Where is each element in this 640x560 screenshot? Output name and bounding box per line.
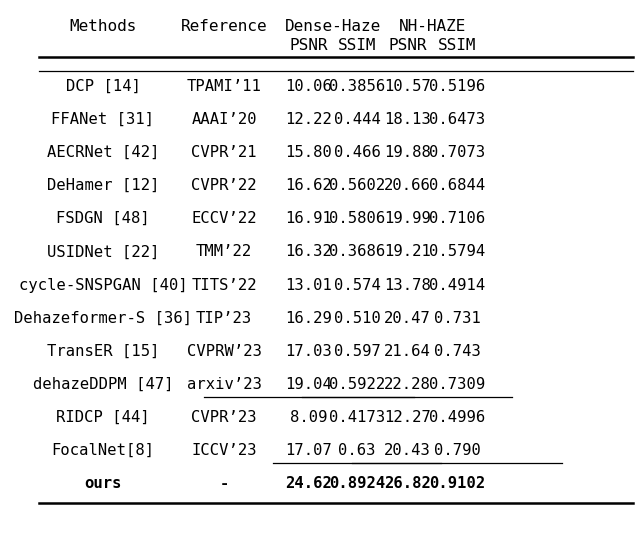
Text: TMM’22: TMM’22 [196, 244, 252, 259]
Text: 0.5602: 0.5602 [329, 178, 385, 193]
Text: AAAI’20: AAAI’20 [191, 112, 257, 127]
Text: FFANet [31]: FFANet [31] [51, 112, 155, 127]
Text: 16.62: 16.62 [285, 178, 332, 193]
Text: CVPR’22: CVPR’22 [191, 178, 257, 193]
Text: 0.466: 0.466 [333, 145, 381, 160]
Text: 19.88: 19.88 [384, 145, 431, 160]
Text: FocalNet[8]: FocalNet[8] [51, 444, 155, 458]
Text: 17.03: 17.03 [285, 344, 332, 359]
Text: 0.5794: 0.5794 [429, 244, 485, 259]
Text: FSDGN [48]: FSDGN [48] [56, 211, 150, 226]
Text: 16.29: 16.29 [285, 311, 332, 326]
Text: PSNR: PSNR [289, 39, 328, 53]
Text: TPAMI’11: TPAMI’11 [186, 78, 262, 94]
Text: 20.66: 20.66 [384, 178, 431, 193]
Text: 26.82: 26.82 [384, 477, 431, 492]
Text: 15.80: 15.80 [285, 145, 332, 160]
Text: 0.731: 0.731 [434, 311, 481, 326]
Text: 0.444: 0.444 [333, 112, 381, 127]
Text: 0.597: 0.597 [333, 344, 381, 359]
Text: 0.6844: 0.6844 [429, 178, 485, 193]
Text: TITS’22: TITS’22 [191, 278, 257, 292]
Text: CVPR’23: CVPR’23 [191, 410, 257, 425]
Text: 0.4996: 0.4996 [429, 410, 485, 425]
Text: 16.32: 16.32 [285, 244, 332, 259]
Text: 19.21: 19.21 [384, 244, 431, 259]
Text: 0.5806: 0.5806 [329, 211, 385, 226]
Text: 18.13: 18.13 [384, 112, 431, 127]
Text: 0.3686: 0.3686 [329, 244, 385, 259]
Text: 20.47: 20.47 [384, 311, 431, 326]
Text: 8.09: 8.09 [290, 410, 328, 425]
Text: 0.7309: 0.7309 [429, 377, 485, 392]
Text: 10.06: 10.06 [285, 78, 332, 94]
Text: 0.7106: 0.7106 [429, 211, 485, 226]
Text: 0.9102: 0.9102 [429, 477, 485, 492]
Text: 0.3856: 0.3856 [329, 78, 385, 94]
Text: 16.91: 16.91 [285, 211, 332, 226]
Text: Methods: Methods [69, 19, 137, 34]
Text: AECRNet [42]: AECRNet [42] [47, 145, 159, 160]
Text: ICCV’23: ICCV’23 [191, 444, 257, 458]
Text: 0.743: 0.743 [434, 344, 481, 359]
Text: ECCV’22: ECCV’22 [191, 211, 257, 226]
Text: 0.5196: 0.5196 [429, 78, 485, 94]
Text: 13.01: 13.01 [285, 278, 332, 292]
Text: TransER [15]: TransER [15] [47, 344, 159, 359]
Text: DeHamer [12]: DeHamer [12] [47, 178, 159, 193]
Text: 19.99: 19.99 [384, 211, 431, 226]
Text: cycle-SNSPGAN [40]: cycle-SNSPGAN [40] [19, 278, 188, 292]
Text: 0.4914: 0.4914 [429, 278, 485, 292]
Text: SSIM: SSIM [338, 39, 376, 53]
Text: ours: ours [84, 477, 122, 492]
Text: 20.43: 20.43 [384, 444, 431, 458]
Text: 12.27: 12.27 [384, 410, 431, 425]
Text: 0.5922: 0.5922 [329, 377, 385, 392]
Text: DCP [14]: DCP [14] [65, 78, 141, 94]
Text: 10.57: 10.57 [384, 78, 431, 94]
Text: arxiv’23: arxiv’23 [186, 377, 262, 392]
Text: 0.4173: 0.4173 [329, 410, 385, 425]
Text: USIDNet [22]: USIDNet [22] [47, 244, 159, 259]
Text: Reference: Reference [180, 19, 268, 34]
Text: CVPR’21: CVPR’21 [191, 145, 257, 160]
Text: 13.78: 13.78 [384, 278, 431, 292]
Text: 12.22: 12.22 [285, 112, 332, 127]
Text: 19.04: 19.04 [285, 377, 332, 392]
Text: TIP’23: TIP’23 [196, 311, 252, 326]
Text: 0.510: 0.510 [333, 311, 381, 326]
Text: 0.8924: 0.8924 [329, 477, 385, 492]
Text: PSNR: PSNR [388, 39, 427, 53]
Text: 0.790: 0.790 [434, 444, 481, 458]
Text: 24.62: 24.62 [285, 477, 332, 492]
Text: 0.63: 0.63 [339, 444, 376, 458]
Text: 0.574: 0.574 [333, 278, 381, 292]
Text: 17.07: 17.07 [285, 444, 332, 458]
Text: NH-HAZE: NH-HAZE [399, 19, 466, 34]
Text: CVPRW’23: CVPRW’23 [186, 344, 262, 359]
Text: 21.64: 21.64 [384, 344, 431, 359]
Text: 22.28: 22.28 [384, 377, 431, 392]
Text: Dense-Haze: Dense-Haze [285, 19, 381, 34]
Text: dehazeDDPM [47]: dehazeDDPM [47] [33, 377, 173, 392]
Text: 0.7073: 0.7073 [429, 145, 485, 160]
Text: RIDCP [44]: RIDCP [44] [56, 410, 150, 425]
Text: 0.6473: 0.6473 [429, 112, 485, 127]
Text: Dehazeformer-S [36]: Dehazeformer-S [36] [14, 311, 192, 326]
Text: -: - [220, 477, 228, 492]
Text: SSIM: SSIM [438, 39, 476, 53]
